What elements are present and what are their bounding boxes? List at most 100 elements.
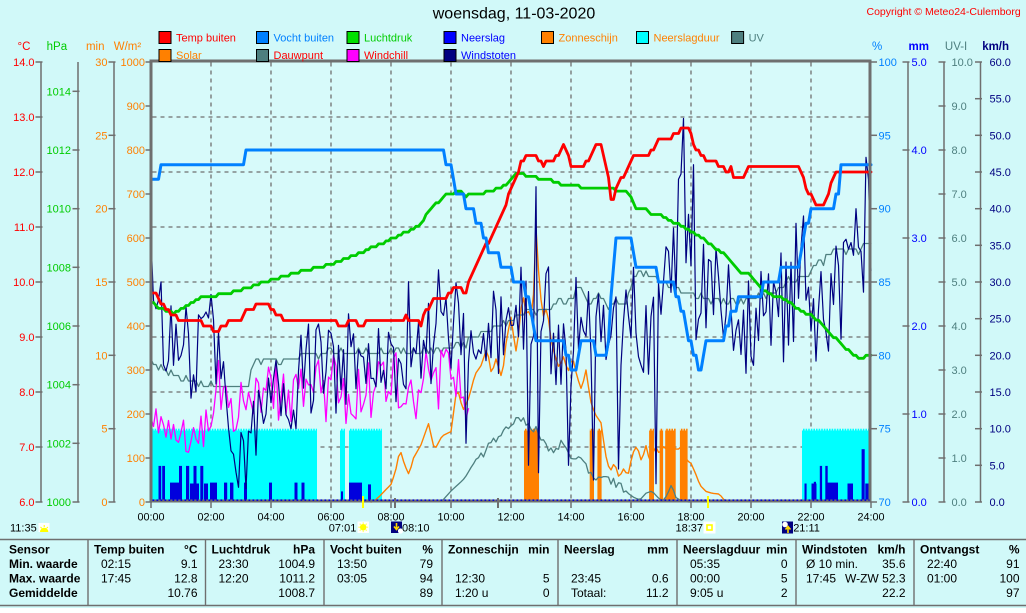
svg-text:Sensor: Sensor	[9, 543, 50, 557]
svg-text:%: %	[422, 543, 433, 557]
svg-text:5.0: 5.0	[912, 57, 927, 69]
svg-text:91: 91	[1006, 557, 1020, 571]
svg-text:12:30: 12:30	[455, 572, 485, 586]
svg-text:08:10: 08:10	[402, 522, 430, 534]
svg-text:1.0: 1.0	[952, 453, 967, 465]
svg-text:woensdag, 11-03-2020: woensdag, 11-03-2020	[432, 6, 596, 23]
svg-text:30: 30	[95, 57, 107, 69]
svg-text:Totaal:: Totaal:	[571, 586, 606, 600]
svg-text:400: 400	[127, 321, 145, 333]
svg-text:Dauwpunt: Dauwpunt	[274, 50, 324, 62]
svg-text:6.0: 6.0	[19, 497, 34, 509]
svg-text:100: 100	[879, 57, 897, 69]
svg-text:0: 0	[101, 497, 107, 509]
svg-text:Min. waarde: Min. waarde	[9, 557, 78, 571]
svg-text:0.0: 0.0	[912, 497, 927, 509]
svg-text:1004.9: 1004.9	[278, 557, 315, 571]
svg-text:35.0: 35.0	[990, 240, 1011, 252]
svg-text:60.0: 60.0	[990, 57, 1011, 69]
svg-text:3.0: 3.0	[912, 233, 927, 245]
svg-text:Temp buiten: Temp buiten	[94, 543, 164, 557]
svg-text:mm: mm	[909, 41, 929, 53]
svg-text:100: 100	[999, 572, 1019, 586]
svg-text:9.1: 9.1	[181, 557, 198, 571]
svg-text:10.0: 10.0	[13, 277, 34, 289]
svg-text:0: 0	[139, 497, 145, 509]
svg-text:02:15: 02:15	[101, 557, 131, 571]
svg-text:Temp buiten: Temp buiten	[176, 33, 236, 45]
svg-text:10.76: 10.76	[167, 586, 197, 600]
svg-text:1006: 1006	[47, 321, 71, 333]
svg-text:Copyright © Meteo24-Culemborg: Copyright © Meteo24-Culemborg	[867, 6, 1021, 18]
svg-text:500: 500	[127, 277, 145, 289]
svg-text:1011.2: 1011.2	[279, 572, 315, 586]
svg-text:Luchtdruk: Luchtdruk	[212, 543, 271, 557]
svg-text:UV-I: UV-I	[945, 41, 967, 53]
svg-text:2.0: 2.0	[912, 321, 927, 333]
svg-text:min: min	[528, 543, 549, 557]
svg-text:1004: 1004	[47, 380, 71, 392]
svg-text:7.0: 7.0	[952, 189, 967, 201]
svg-text:Vocht buiten: Vocht buiten	[274, 33, 335, 45]
svg-text:16:00: 16:00	[617, 511, 644, 523]
svg-text:1010: 1010	[47, 204, 71, 216]
svg-text:0.6: 0.6	[652, 572, 669, 586]
svg-text:0: 0	[543, 586, 550, 600]
svg-text:9.0: 9.0	[19, 332, 34, 344]
svg-text:23:45: 23:45	[571, 572, 601, 586]
svg-text:22.2: 22.2	[882, 586, 906, 600]
svg-text:hPa: hPa	[293, 543, 315, 557]
svg-text:08:00: 08:00	[377, 511, 404, 523]
svg-text:Windchill: Windchill	[364, 50, 408, 62]
svg-text:20.0: 20.0	[990, 350, 1011, 362]
svg-text:min: min	[86, 41, 105, 53]
svg-text:800: 800	[127, 145, 145, 157]
svg-text:1008.7: 1008.7	[278, 586, 315, 600]
svg-text:900: 900	[127, 101, 145, 113]
svg-text:km/h: km/h	[877, 543, 905, 557]
svg-text:06:00: 06:00	[317, 511, 344, 523]
svg-text:25.0: 25.0	[990, 314, 1011, 326]
svg-text:1.0: 1.0	[912, 409, 927, 421]
svg-text:10:00: 10:00	[437, 511, 464, 523]
svg-text:25: 25	[95, 130, 107, 142]
svg-text:12.0: 12.0	[13, 167, 34, 179]
svg-text:55.0: 55.0	[990, 94, 1011, 106]
svg-text:6.0: 6.0	[952, 233, 967, 245]
svg-text:7.0: 7.0	[19, 442, 34, 454]
svg-text:12:20: 12:20	[219, 572, 249, 586]
svg-text:Neerslagduur: Neerslagduur	[683, 543, 761, 557]
svg-text:Neerslag: Neerslag	[461, 33, 505, 45]
svg-text:8.0: 8.0	[19, 387, 34, 399]
svg-text:1000: 1000	[121, 57, 145, 69]
svg-text:11.0: 11.0	[14, 222, 35, 234]
svg-text:9.0: 9.0	[952, 101, 967, 113]
svg-text:3.0: 3.0	[952, 365, 967, 377]
svg-text:35.6: 35.6	[882, 557, 906, 571]
svg-text:97: 97	[1006, 586, 1020, 600]
svg-text:10: 10	[95, 350, 107, 362]
svg-text:Luchtdruk: Luchtdruk	[364, 33, 413, 45]
svg-text:52.3: 52.3	[882, 572, 906, 586]
svg-text:79: 79	[420, 557, 434, 571]
svg-text:04:00: 04:00	[257, 511, 284, 523]
svg-text:Windstoten: Windstoten	[461, 50, 516, 62]
svg-text:94: 94	[420, 572, 434, 586]
svg-text:0.0: 0.0	[990, 497, 1005, 509]
svg-text:1000: 1000	[47, 497, 71, 509]
svg-text:9:05 u: 9:05 u	[690, 586, 723, 600]
svg-text:18:37: 18:37	[676, 522, 704, 534]
svg-text:5: 5	[543, 572, 550, 586]
svg-text:0: 0	[781, 557, 788, 571]
svg-text:Neerslag: Neerslag	[564, 543, 615, 557]
svg-text:Ø 10 min.: Ø 10 min.	[806, 557, 858, 571]
svg-text:89: 89	[420, 586, 434, 600]
svg-text:01:00: 01:00	[927, 572, 957, 586]
svg-text:22:40: 22:40	[927, 557, 957, 571]
svg-text:hPa: hPa	[47, 41, 68, 53]
svg-text:Windstoten: Windstoten	[802, 543, 867, 557]
svg-text:17:45: 17:45	[806, 572, 836, 586]
svg-text:5: 5	[101, 424, 107, 436]
svg-text:0.0: 0.0	[952, 497, 967, 509]
svg-text:1:20 u: 1:20 u	[455, 586, 488, 600]
